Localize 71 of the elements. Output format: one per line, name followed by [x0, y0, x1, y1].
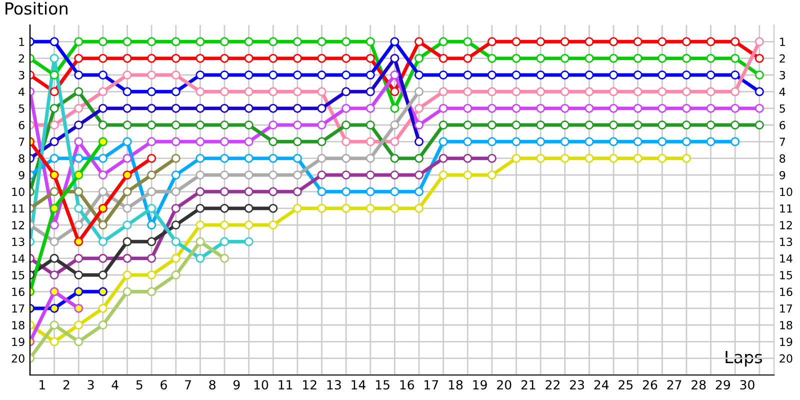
- x-tick-label: 26: [642, 380, 658, 390]
- x-tick-label: 28: [692, 380, 706, 390]
- x-tick-label: 15: [376, 380, 390, 390]
- x-tick-label: 23: [570, 380, 584, 390]
- y-tick-label: 11: [12, 204, 24, 213]
- x-tick-label: 3: [88, 380, 94, 390]
- x-tick-label: 29: [716, 380, 730, 390]
- y-tick-label: 16: [12, 288, 24, 296]
- y-tick-label: 5: [18, 104, 24, 113]
- y2-tick-label: 12: [780, 220, 792, 230]
- y2-tick-label: 1: [780, 38, 785, 46]
- y-tick-label: 15: [12, 271, 24, 280]
- y2-tick-label: 20: [780, 354, 792, 363]
- y2-tick-label: 10: [780, 188, 792, 196]
- x-tick-label: 4: [112, 380, 118, 390]
- y-tick-label: 2: [18, 54, 24, 63]
- y-tick-label: 7: [18, 138, 24, 146]
- x-tick-label: 11: [278, 380, 292, 390]
- y2-tick-label: 5: [780, 104, 785, 113]
- x-tick-label: 12: [303, 380, 316, 390]
- y-tick-label: 18: [12, 320, 24, 330]
- x-tick-label: 10: [254, 380, 268, 390]
- y2-tick-label: 14: [780, 254, 792, 263]
- x-tick-label: 13: [327, 380, 341, 390]
- y2-tick-label: 2: [780, 54, 785, 63]
- x-tick-label: 22: [546, 380, 560, 390]
- y2-tick-label: 8: [780, 154, 786, 163]
- y-tick-label: 20: [12, 354, 24, 363]
- y2-tick-label: 13: [780, 238, 792, 246]
- y2-tick-label: 4: [779, 88, 786, 96]
- y2-tick-label: 11: [780, 204, 792, 213]
- y-tick-label: 1: [19, 38, 24, 46]
- y-tick-label: 13: [12, 238, 24, 246]
- y-tick-label: 6: [18, 120, 24, 130]
- x-tick-label: 16: [400, 380, 414, 390]
- y-axis-title: Position: [6, 2, 68, 15]
- x-tick-label: 20: [497, 380, 512, 390]
- x-tick-label: 1: [40, 380, 45, 390]
- x-tick-label: 25: [618, 380, 633, 390]
- y-tick-label: 12: [12, 220, 24, 230]
- y-tick-label: 4: [18, 88, 25, 96]
- y-tick-label: 3: [18, 70, 24, 80]
- x-tick-label: 27: [667, 380, 682, 390]
- x-tick-label: 19: [473, 380, 487, 390]
- y2-tick-label: 7: [780, 138, 785, 146]
- x-tick-label: 6: [160, 380, 167, 390]
- x-tick-label: 24: [594, 380, 609, 390]
- y2-tick-label: 19: [780, 338, 792, 346]
- y-tick-label: 8: [18, 154, 24, 163]
- x-tick-label: 8: [209, 380, 216, 390]
- y2-tick-label: 17: [780, 304, 792, 313]
- y-tick-label: 10: [12, 188, 24, 196]
- x-tick-label: 2: [63, 380, 70, 390]
- y2-tick-label: 3: [780, 70, 786, 80]
- x-tick-label: 5: [136, 380, 142, 390]
- y2-tick-label: 15: [780, 271, 792, 280]
- x-tick-label: 30: [740, 380, 754, 390]
- y2-tick-label: 6: [780, 120, 786, 130]
- x-tick-label: 21: [521, 380, 536, 390]
- y2-tick-label: 18: [780, 320, 792, 330]
- x-tick-label: 18: [448, 380, 463, 390]
- y2-tick-label: 16: [780, 288, 792, 296]
- y-tick-label: 17: [12, 304, 24, 313]
- x-tick-label: 7: [185, 380, 191, 390]
- y2-tick-label: 9: [780, 170, 786, 180]
- x-tick-label: 9: [233, 380, 240, 390]
- y-tick-label: 14: [12, 254, 25, 263]
- x-tick-label: 17: [424, 380, 438, 390]
- y-tick-label: 9: [18, 170, 24, 180]
- y-tick-label: 19: [12, 338, 24, 346]
- x-tick-label: 14: [352, 380, 366, 390]
